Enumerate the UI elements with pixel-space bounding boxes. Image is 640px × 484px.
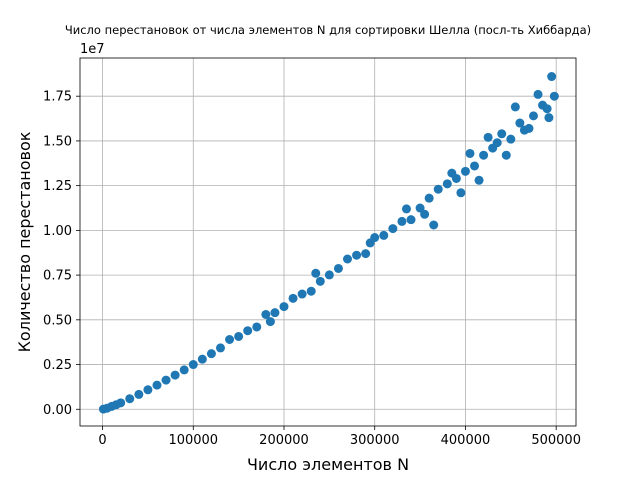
point [460, 166, 470, 176]
point [420, 209, 430, 219]
point [424, 193, 434, 203]
x-tick-label: 0 [98, 433, 106, 448]
point [161, 375, 171, 385]
point [549, 91, 559, 101]
point [225, 335, 235, 345]
point [501, 150, 511, 160]
point [324, 270, 334, 280]
point [152, 380, 162, 390]
y-tick-label: 1.50 [43, 134, 72, 149]
point [479, 150, 489, 160]
point [315, 276, 325, 286]
point [547, 72, 557, 82]
point [451, 173, 461, 183]
point [352, 250, 362, 260]
point [143, 385, 153, 395]
x-tick-label: 300000 [350, 433, 400, 448]
x-tick-label: 500000 [531, 433, 581, 448]
point [134, 389, 144, 399]
point [265, 317, 275, 327]
point [433, 184, 443, 194]
y-tick-label: 1.25 [43, 179, 72, 194]
point [533, 89, 543, 99]
y-tick-label: 0.50 [43, 313, 72, 328]
y-offset-label: 1e7 [80, 42, 105, 57]
point [406, 215, 416, 225]
point [415, 203, 425, 213]
point [429, 220, 439, 230]
point [170, 370, 180, 380]
point [361, 249, 371, 259]
point [465, 148, 475, 158]
point [456, 188, 466, 198]
point [379, 230, 389, 240]
point [311, 268, 321, 278]
point [297, 289, 307, 299]
y-axis-label: Количество перестановок [15, 131, 34, 352]
point [474, 175, 484, 185]
point [261, 309, 271, 319]
x-axis-label: Число элементов N [247, 455, 409, 474]
point [370, 233, 380, 243]
point [515, 118, 525, 128]
point [442, 179, 452, 189]
point [125, 394, 135, 404]
point [188, 360, 198, 370]
point [252, 322, 262, 332]
point [215, 343, 225, 353]
point [492, 138, 502, 148]
chart-title: Число перестановок от числа элементов N … [65, 23, 591, 37]
point [497, 129, 507, 139]
y-tick-label: 0.00 [43, 403, 72, 418]
y-tick-label: 1.75 [43, 90, 72, 105]
point [483, 132, 493, 142]
point [388, 224, 398, 234]
point [506, 134, 516, 144]
point [279, 302, 289, 312]
y-tick-label: 0.75 [43, 269, 72, 284]
point [243, 326, 253, 336]
point [270, 308, 280, 318]
point [206, 349, 216, 359]
plot-frame [79, 57, 577, 427]
point [470, 161, 480, 171]
point [116, 398, 126, 408]
point [179, 365, 189, 375]
point [343, 254, 353, 264]
point [397, 216, 407, 226]
point [524, 123, 534, 133]
point [510, 102, 520, 112]
point [333, 263, 343, 273]
point [544, 113, 554, 123]
point [306, 286, 316, 296]
point [288, 293, 298, 303]
x-tick-label: 400000 [441, 433, 491, 448]
point [542, 104, 552, 114]
y-tick-label: 0.25 [43, 358, 72, 373]
point [234, 331, 244, 341]
point [401, 204, 411, 214]
point [197, 354, 207, 364]
point [528, 111, 538, 121]
y-tick-label: 1.00 [43, 224, 72, 239]
x-tick-label: 100000 [168, 433, 218, 448]
x-tick-label: 200000 [259, 433, 309, 448]
